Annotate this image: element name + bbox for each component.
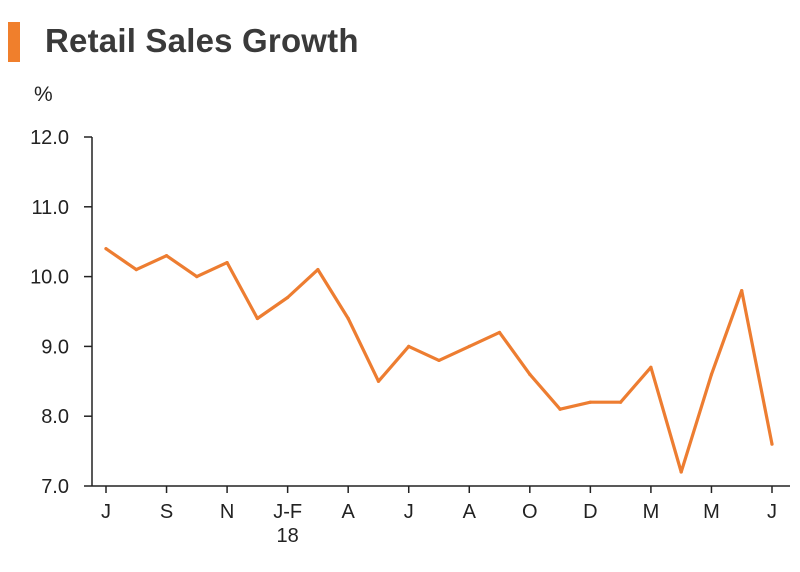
data-point [255,316,259,321]
data-point [225,261,229,265]
data-point [558,407,562,411]
data-point [346,316,350,321]
data-point [286,295,290,300]
series-group [104,247,774,474]
x-tick-sublabel: 18 [277,525,299,547]
data-point [588,400,592,404]
data-point [104,247,108,251]
data-point [740,288,744,293]
y-tick-label: 11.0 [32,197,69,219]
data-point [195,275,199,279]
y-tick-label: 10.0 [30,267,69,289]
y-tick-label: 12.0 [30,127,69,149]
x-tick-label: J [404,501,414,523]
x-tick-label: N [220,501,234,523]
data-point [134,268,138,272]
x-tick-label: J-F [273,501,302,523]
y-tick-label: 7.0 [41,476,69,498]
x-tick-label: S [160,501,173,523]
x-tick-label: J [101,501,111,523]
data-point [497,330,502,335]
chart-title: Retail Sales Growth [45,22,359,59]
data-point [619,400,623,404]
y-tick-label: 8.0 [41,406,69,428]
x-axis: J S N J-F18 A J A O D M M J [92,485,790,547]
x-tick-label: M [703,501,720,523]
data-point [316,268,320,272]
y-tick-label: 9.0 [41,336,69,358]
data-point [679,470,683,474]
data-point [770,442,774,446]
data-point [164,254,169,258]
y-axis-unit-label: % [34,83,53,106]
data-point [528,372,532,376]
data-point [467,344,471,348]
x-tick-label: A [342,501,356,523]
x-tick-label: M [643,501,660,523]
y-axis: 12.0 11.0 10.0 9.0 8.0 7.0 [30,127,93,498]
x-tick-label: O [522,501,538,523]
x-tick-label: J [767,501,777,523]
data-point [649,365,653,369]
data-point [407,344,411,348]
data-point [376,379,381,383]
x-tick-label: D [583,501,597,523]
title-accent-bar [8,22,20,62]
data-point [709,372,714,376]
x-tick-label: A [463,501,477,523]
data-point [437,358,441,362]
